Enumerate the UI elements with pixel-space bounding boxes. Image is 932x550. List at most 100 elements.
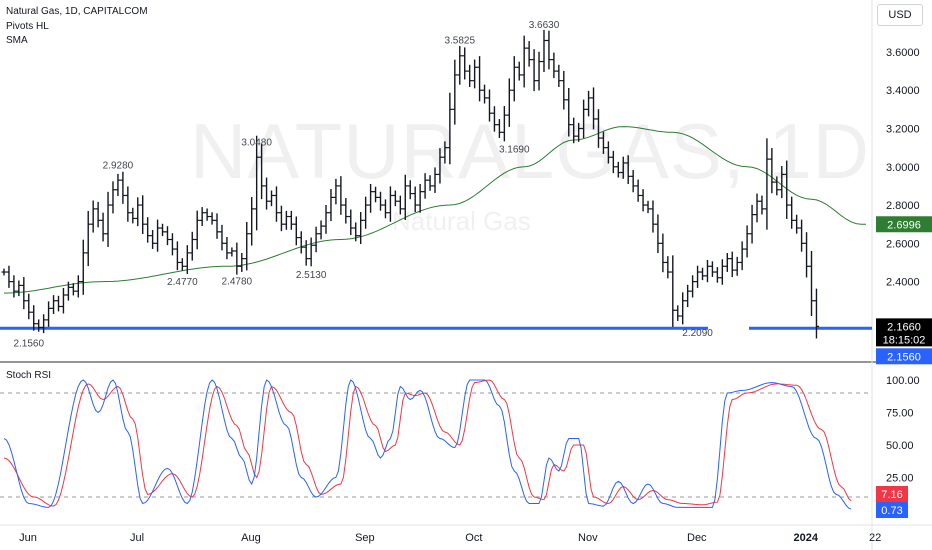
ohlc-bar (482, 84, 488, 104)
stoch-value-label: 0.73 (881, 505, 902, 517)
ohlc-bar (764, 138, 770, 230)
ohlc-bar (541, 30, 547, 72)
price-label: 2.1560 (887, 351, 921, 363)
ohlc-bars (1, 30, 819, 339)
ohlc-bar (254, 135, 260, 231)
ohlc-bar (729, 251, 735, 278)
ohlc-bar (804, 232, 810, 278)
ohlc-bar (323, 205, 329, 234)
countdown-label: 18:15:02 (883, 334, 926, 346)
ohlc-bar (784, 160, 790, 219)
ohlc-bar (670, 255, 676, 327)
pivot-label-low: 2.4780 (222, 277, 253, 288)
ohlc-bar (600, 131, 606, 154)
ohlc-bar (328, 189, 334, 222)
ohlc-bar (789, 196, 795, 229)
ohlc-bar (452, 59, 458, 125)
ohlc-bar (11, 275, 17, 298)
ohlc-bar (209, 212, 215, 225)
ohlc-bar (387, 186, 393, 222)
ohlc-bar (293, 216, 299, 246)
ohlc-bar (308, 237, 314, 267)
ohlc-bar (31, 305, 37, 331)
ohlc-bar (343, 198, 349, 224)
ohlc-bar (635, 179, 641, 202)
stoch-value-bg (876, 486, 908, 502)
ohlc-bar (630, 170, 636, 193)
time-label-2: Aug (241, 532, 261, 544)
sma-line (3, 126, 866, 294)
ohlc-bar (288, 210, 294, 230)
indicator-legend-stoch-rsi[interactable]: Stoch RSI (6, 370, 52, 381)
ohlc-bar (264, 177, 270, 210)
pivot-label-low: 3.1690 (499, 144, 530, 155)
ohlc-bar (595, 109, 601, 148)
ohlc-bar (179, 258, 185, 271)
time-label-5: Nov (578, 532, 598, 544)
ohlc-bar (526, 41, 532, 67)
ohlc-bar (660, 233, 666, 273)
ohlc-bar (695, 265, 701, 288)
ohlc-bar (21, 277, 27, 310)
ohlc-bar (467, 64, 473, 87)
ohlc-bar (100, 212, 106, 242)
ohlc-bar (110, 181, 116, 214)
ohlc-bar (135, 197, 141, 227)
ohlc-bar (655, 214, 661, 254)
indicator-legend-pivots[interactable]: Pivots HL (6, 21, 49, 32)
ohlc-bar (51, 295, 57, 315)
ohlc-bar (704, 259, 710, 283)
time-label-7: 2024 (794, 532, 819, 544)
ohlc-bar (80, 239, 86, 295)
ohlc-bar (273, 186, 279, 222)
ohlc-bar (774, 176, 780, 196)
ohlc-bar (278, 205, 284, 232)
ohlc-bar (556, 64, 562, 87)
price-label-bg (876, 348, 932, 365)
ohlc-bar (224, 237, 230, 260)
price-tick-3: 3.0000 (886, 162, 920, 174)
ohlc-bar (90, 200, 96, 233)
ohlc-bar (204, 208, 210, 221)
ohlc-bar (665, 256, 671, 279)
ohlc-bar (536, 51, 542, 91)
ohlc-bar (427, 175, 433, 191)
ohlc-bar (566, 87, 572, 137)
ohlc-bar (6, 265, 12, 288)
ohlc-bar (368, 183, 374, 213)
ohlc-bar (130, 207, 136, 224)
pivot-label-low: 2.2090 (682, 328, 713, 339)
ohlc-bar (491, 106, 497, 132)
ohlc-bar (378, 191, 384, 211)
ohlc-bar (591, 87, 597, 130)
ohlc-bar (46, 301, 52, 327)
ohlc-bar (620, 156, 626, 179)
ohlc-bar (194, 210, 200, 250)
ohlc-bar (358, 211, 364, 245)
price-tick-4: 2.8000 (886, 200, 920, 212)
ohlc-bar (407, 180, 413, 200)
ohlc-bar (571, 117, 577, 144)
ohlc-bar (645, 200, 651, 214)
price-label: 2.1660 (887, 321, 921, 333)
time-label-0: Jun (19, 532, 37, 544)
ohlc-bar (531, 49, 537, 92)
ohlc-bar (546, 30, 552, 70)
ohlc-bar (813, 288, 819, 339)
pivot-label-high: 3.0480 (241, 138, 272, 149)
ohlc-bar (26, 293, 32, 320)
ohlc-bar (719, 259, 725, 285)
pivot-label-low: 2.4770 (167, 277, 198, 288)
ohlc-bar (501, 106, 507, 142)
ohlc-bar (477, 56, 483, 102)
symbol-legend[interactable]: Natural Gas, 1D, CAPITALCOM (6, 6, 148, 17)
ohlc-bar (244, 221, 250, 271)
ohlc-bar (794, 214, 800, 234)
ohlc-bar (744, 225, 750, 258)
indicator-legend-sma[interactable]: SMA (6, 35, 28, 46)
ohlc-bar (561, 70, 567, 110)
ohlc-bar (239, 253, 245, 272)
currency-button[interactable]: USD (877, 4, 923, 26)
ohlc-bar (739, 241, 745, 271)
